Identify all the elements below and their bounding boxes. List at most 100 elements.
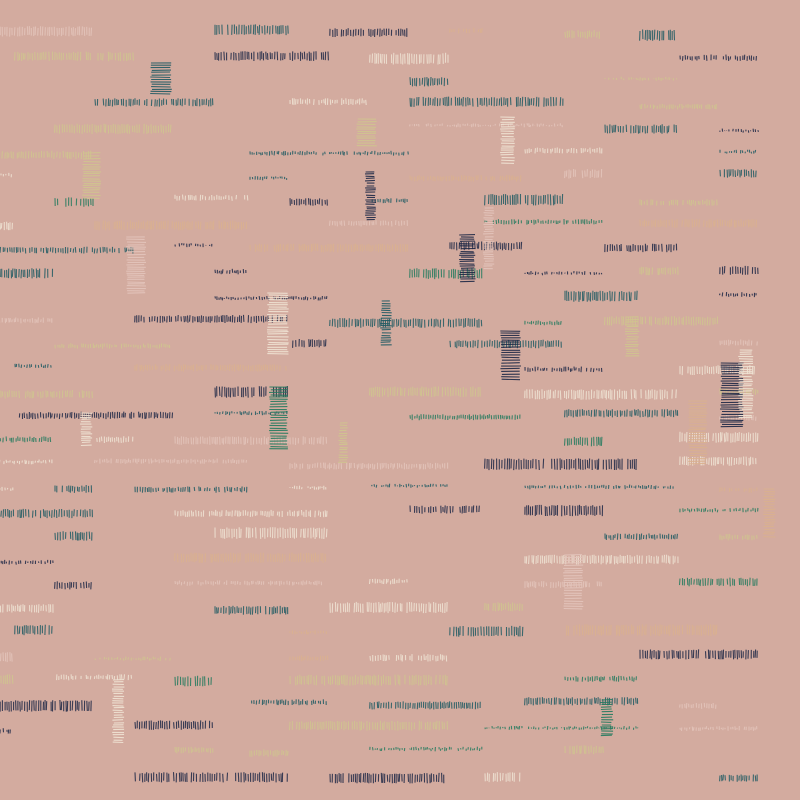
stroke-strip <box>524 697 639 706</box>
stroke-strip <box>214 51 329 61</box>
stroke-strip <box>719 388 759 396</box>
stroke-strip <box>214 605 289 615</box>
stroke-strip <box>409 414 521 421</box>
stroke-strip <box>564 168 603 179</box>
stroke-strip <box>329 772 445 784</box>
stroke-strip <box>603 316 719 326</box>
stroke-strip <box>371 198 408 204</box>
stroke-strip <box>719 774 758 782</box>
stroke-strip <box>679 54 757 62</box>
stroke-strip <box>459 234 476 283</box>
stroke-strip <box>368 386 481 398</box>
stroke-strip <box>500 116 516 164</box>
stroke-strip <box>719 339 758 346</box>
stroke-strip <box>94 458 248 464</box>
stroke-strip <box>174 746 214 754</box>
stroke-strip <box>0 268 54 279</box>
stroke-strip <box>249 150 409 156</box>
stroke-strip <box>604 124 678 134</box>
stroke-strip <box>639 649 758 660</box>
stroke-strip <box>719 533 758 541</box>
stroke-strip <box>0 459 53 465</box>
stroke-strip <box>371 483 448 488</box>
stroke-strip <box>173 552 327 563</box>
stroke-strip <box>409 96 564 107</box>
stroke-strip <box>56 674 133 681</box>
stroke-strip <box>96 436 134 443</box>
stroke-strip <box>329 601 448 614</box>
stroke-strip <box>564 409 679 418</box>
stroke-strip <box>679 507 759 513</box>
stroke-strip <box>0 150 92 160</box>
stroke-strip <box>289 485 327 490</box>
stroke-strip <box>356 118 377 147</box>
stroke-strip <box>0 317 53 324</box>
stroke-strip <box>524 147 603 154</box>
stroke-strip <box>738 349 754 419</box>
stroke-strip <box>563 554 584 610</box>
stroke-strip <box>214 410 288 416</box>
stroke-strip <box>82 152 102 199</box>
stroke-strip <box>678 577 758 587</box>
stroke-strip <box>54 531 93 541</box>
stroke-strip <box>719 487 758 493</box>
stroke-strip <box>134 364 287 372</box>
stroke-strip <box>0 652 13 663</box>
stroke-strip <box>484 218 603 225</box>
stroke-strip <box>150 62 172 95</box>
stroke-strip <box>679 725 758 732</box>
stroke-strip <box>214 527 328 540</box>
stroke-strip <box>524 504 604 517</box>
stroke-strip <box>54 343 171 349</box>
stroke-strip <box>249 749 289 757</box>
stroke-strip <box>329 317 483 328</box>
stroke-strip <box>679 702 717 709</box>
stroke-strip <box>174 436 328 446</box>
stroke-strip <box>639 218 758 228</box>
stroke-strip <box>600 698 614 737</box>
stroke-strip <box>214 386 288 398</box>
stroke-strip <box>639 29 676 41</box>
stroke-strip <box>565 624 718 637</box>
stroke-strip <box>292 338 327 348</box>
stroke-strip <box>0 559 54 565</box>
stroke-strip <box>368 578 408 585</box>
stroke-strip <box>483 207 495 270</box>
stroke-strip <box>289 462 449 470</box>
stroke-strip <box>54 484 93 493</box>
stroke-strip <box>719 128 759 133</box>
stroke-strip <box>524 366 603 373</box>
stroke-strip <box>328 220 408 227</box>
stroke-strip <box>214 24 289 36</box>
stroke-strip <box>719 149 757 154</box>
stroke-strip <box>364 171 377 221</box>
stroke-strip <box>266 292 289 355</box>
stroke-strip <box>126 236 147 294</box>
stroke-strip <box>524 484 674 490</box>
stroke-strip <box>0 486 14 491</box>
stroke-strip <box>380 300 392 346</box>
stroke-strip <box>14 363 52 369</box>
stroke-strip <box>604 76 678 81</box>
stroke-strip <box>18 411 174 420</box>
stroke-strip <box>0 699 92 712</box>
stroke-strip <box>449 625 524 637</box>
stroke-strip <box>484 725 639 730</box>
stroke-strip <box>484 602 523 612</box>
stroke-strip <box>329 28 408 38</box>
stroke-strip <box>369 52 449 65</box>
stroke-strip <box>94 98 214 107</box>
stroke-strip <box>111 679 125 744</box>
stroke-strip <box>0 604 54 613</box>
stroke-strip <box>564 745 604 755</box>
stroke-strip <box>134 486 248 493</box>
stroke-strip <box>409 123 563 128</box>
stroke-strip <box>94 656 171 662</box>
stroke-strip <box>564 290 638 302</box>
stroke-strip <box>624 316 640 357</box>
stroke-strip <box>369 746 483 752</box>
stroke-strip <box>54 581 92 590</box>
